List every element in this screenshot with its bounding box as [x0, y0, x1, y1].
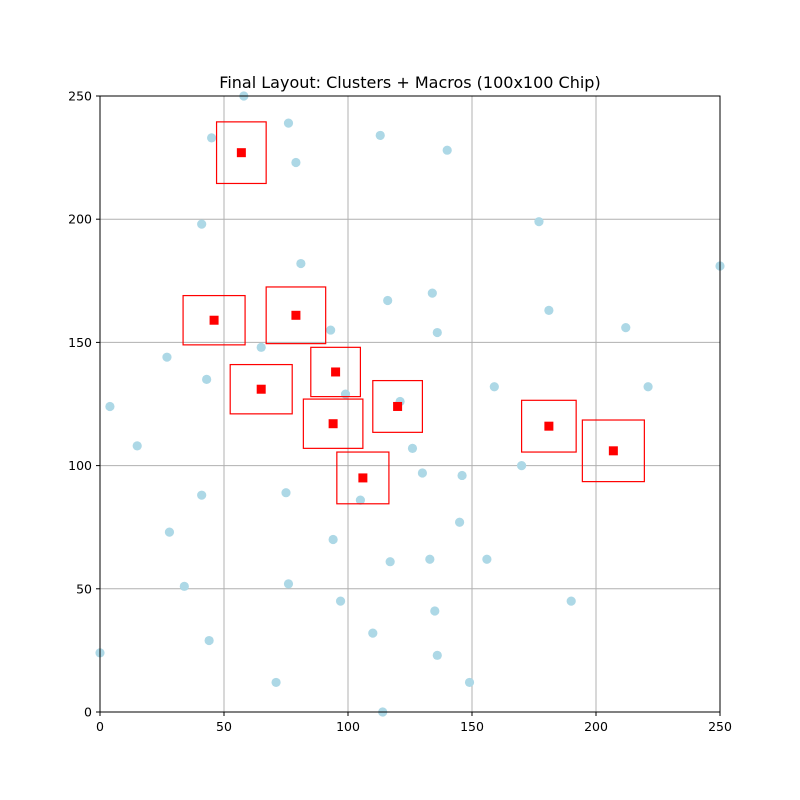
cluster-point-13 — [621, 323, 631, 333]
cluster-point-20 — [489, 382, 499, 392]
macro-blocks — [182, 121, 645, 505]
y-tick-label-0: 0 — [84, 705, 92, 720]
x-tick-label-0: 0 — [96, 719, 104, 734]
x-tick-label-2: 100 — [336, 719, 360, 734]
macro-center-8 — [608, 446, 618, 456]
cluster-point-23 — [105, 401, 115, 412]
cluster-point-12 — [544, 305, 554, 315]
cluster-point-36 — [482, 554, 492, 564]
y-tick-label-3: 150 — [68, 335, 92, 350]
cluster-point-10 — [383, 295, 393, 306]
macro-center-4 — [256, 384, 266, 394]
cluster-point-35 — [425, 554, 435, 564]
cluster-point-2 — [207, 133, 217, 143]
cluster-point-34 — [328, 534, 338, 545]
y-tick-label-4: 200 — [68, 212, 92, 227]
macro-box-3 — [310, 346, 361, 398]
cluster-point-5 — [291, 157, 301, 168]
cluster-point-19 — [340, 389, 351, 399]
macro-box-6 — [302, 398, 364, 449]
cluster-point-42 — [430, 606, 440, 616]
cluster-point-21 — [643, 382, 653, 392]
macro-center-3 — [331, 367, 341, 377]
cluster-point-47 — [271, 677, 281, 688]
cluster-point-28 — [457, 470, 467, 481]
cluster-point-27 — [417, 468, 427, 478]
cluster-point-39 — [283, 579, 294, 589]
cluster-point-32 — [455, 517, 465, 527]
macro-center-7 — [544, 421, 554, 431]
macro-box-2 — [265, 286, 327, 345]
macro-center-0 — [236, 148, 246, 158]
axis-ticks: 0 50 100 150 200 250 0 50 100 150 200 250 — [68, 89, 732, 735]
macro-center-6 — [328, 419, 338, 429]
x-tick-label-5: 250 — [708, 719, 732, 734]
cluster-point-24 — [132, 441, 142, 451]
x-tick-label-1: 50 — [216, 719, 232, 734]
cluster-point-1 — [283, 118, 294, 128]
cluster-point-31 — [355, 495, 365, 505]
cluster-point-46 — [432, 650, 442, 660]
plot-frame — [99, 95, 721, 713]
x-tick-label-3: 150 — [460, 719, 484, 734]
cluster-point-7 — [534, 217, 544, 227]
macro-box-8 — [581, 419, 645, 483]
macro-box-7 — [520, 399, 577, 453]
cluster-point-25 — [407, 443, 418, 453]
grid — [99, 95, 721, 713]
cluster-point-44 — [204, 635, 214, 646]
cluster-point-4 — [442, 145, 452, 155]
cluster-point-14 — [326, 325, 336, 335]
macro-box-4 — [229, 363, 293, 415]
cluster-point-41 — [566, 596, 576, 606]
macro-box-9 — [336, 451, 390, 505]
cluster-point-37 — [385, 557, 395, 567]
cluster-point-29 — [197, 490, 207, 500]
chart-title: Final Layout: Clusters + Macros (100x100… — [219, 73, 600, 92]
y-tick-label-5: 250 — [68, 89, 92, 104]
y-tick-label-2: 100 — [68, 458, 92, 473]
cluster-point-48 — [464, 677, 475, 688]
macro-center-9 — [358, 473, 368, 483]
cluster-point-3 — [375, 130, 385, 141]
cluster-point-6 — [197, 219, 207, 229]
macro-center-1 — [209, 315, 219, 325]
cluster-points — [95, 91, 725, 717]
cluster-point-17 — [162, 352, 172, 362]
macro-box-1 — [182, 294, 246, 346]
cluster-point-38 — [179, 581, 189, 591]
cluster-point-18 — [202, 374, 212, 384]
macro-center-2 — [291, 310, 301, 320]
macro-box-0 — [215, 121, 267, 185]
cluster-point-8 — [296, 258, 306, 269]
x-tick-label-4: 200 — [584, 719, 608, 734]
cluster-point-33 — [164, 527, 175, 537]
y-tick-label-1: 50 — [76, 581, 92, 596]
cluster-point-11 — [427, 288, 437, 298]
cluster-point-16 — [256, 342, 266, 352]
cluster-point-43 — [368, 628, 378, 638]
cluster-point-15 — [432, 327, 442, 338]
macro-center-5 — [393, 401, 403, 411]
cluster-point-40 — [335, 596, 346, 606]
cluster-point-26 — [517, 461, 527, 471]
macro-box-5 — [372, 379, 423, 433]
cluster-point-30 — [281, 488, 291, 498]
